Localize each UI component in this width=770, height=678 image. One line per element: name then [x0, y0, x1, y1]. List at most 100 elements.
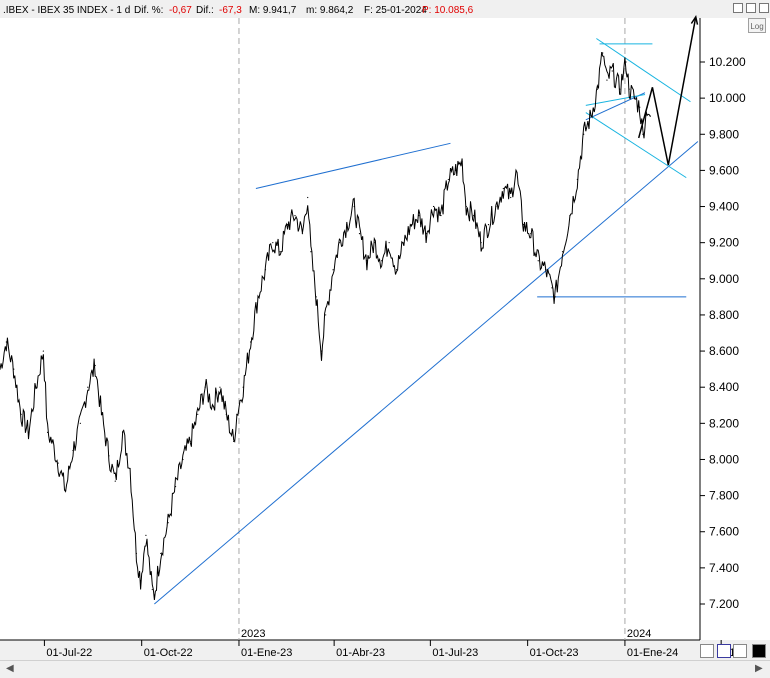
year-label: 2023 — [241, 628, 265, 640]
trendline-dark — [154, 141, 699, 605]
price-point — [388, 242, 390, 244]
maximize-button[interactable] — [746, 3, 756, 13]
scroll-right-icon[interactable]: ▶ — [755, 663, 763, 674]
price-point — [639, 106, 641, 108]
price-point — [649, 115, 651, 117]
scroll-bar-icon[interactable] — [733, 644, 747, 658]
price-point — [279, 251, 281, 253]
price-point — [87, 386, 89, 388]
price-point — [551, 287, 553, 289]
save-icon[interactable] — [717, 644, 731, 658]
price-point — [606, 79, 608, 81]
horizontal-scrollbar[interactable]: ◀ ▶ — [0, 660, 770, 678]
y-tick-label: 9.000 — [709, 272, 739, 286]
y-tick-label: 8.200 — [709, 416, 739, 430]
price-point — [583, 133, 585, 135]
price-point — [619, 88, 621, 90]
chart-settings-icon[interactable] — [700, 644, 714, 658]
x-tick-label: 01-Jul-22 — [46, 647, 92, 659]
price-point — [79, 422, 81, 424]
price-point — [537, 260, 539, 262]
price-point — [611, 70, 613, 72]
price-point — [358, 233, 361, 235]
log-scale-button[interactable]: Log — [748, 18, 766, 33]
price-point — [381, 260, 383, 262]
x-tick-label: 01-Jul-23 — [432, 647, 478, 659]
x-tick-label: 01-Ene-24 — [627, 647, 678, 659]
price-point — [628, 88, 630, 90]
price-point — [530, 233, 532, 235]
price-point — [502, 187, 504, 190]
price-point — [473, 214, 475, 217]
price-point — [57, 462, 59, 464]
price-point — [197, 413, 199, 415]
price-point — [366, 260, 368, 262]
price-point — [346, 224, 348, 226]
price-point — [35, 386, 37, 388]
price-point — [440, 214, 442, 217]
price-point — [204, 386, 206, 388]
y-axis-panel — [700, 18, 770, 640]
plot-area — [0, 18, 700, 640]
year-label: 2024 — [627, 628, 651, 640]
price-point — [129, 467, 131, 470]
price-point — [174, 485, 177, 488]
price-point — [310, 251, 312, 253]
price-point — [160, 552, 162, 555]
price-point — [13, 368, 15, 370]
y-tick-label: 10.200 — [709, 55, 746, 69]
color-block-icon[interactable] — [752, 644, 766, 658]
y-tick-label: 10.000 — [709, 91, 746, 105]
scroll-left-icon[interactable]: ◀ — [6, 663, 14, 674]
price-point — [461, 160, 463, 162]
price-point — [332, 269, 334, 271]
price-point — [72, 449, 74, 452]
price-point — [633, 97, 636, 99]
dif-pct-label: Dif. %: — [134, 5, 163, 16]
price-point — [264, 269, 267, 271]
price-point — [145, 534, 147, 536]
y-tick-label: 7.200 — [709, 597, 739, 611]
projection-arrowhead — [690, 14, 699, 25]
price-point — [569, 214, 571, 217]
price-point — [418, 214, 420, 217]
minimize-button[interactable] — [733, 3, 743, 13]
min-label: m: 9.864,2 — [306, 5, 354, 16]
price-point — [46, 431, 49, 433]
price-point — [576, 178, 578, 181]
price-point — [642, 133, 644, 135]
price-label: P: 10.085,6 — [422, 5, 474, 16]
price-point — [596, 88, 599, 90]
price-point — [122, 431, 124, 433]
price-point — [242, 386, 244, 388]
price-point — [294, 214, 296, 217]
price-point — [182, 458, 184, 461]
price-point — [432, 205, 435, 208]
price-point — [410, 224, 412, 226]
price-series-line — [0, 51, 651, 601]
price-point — [0, 368, 1, 370]
price-point — [114, 480, 116, 482]
price-point — [5, 341, 7, 343]
y-tick-label: 8.000 — [709, 452, 739, 466]
y-tick-label: 9.200 — [709, 236, 739, 250]
y-tick-label: 8.400 — [709, 380, 739, 394]
trendline-dark — [585, 92, 646, 121]
close-button[interactable] — [759, 3, 769, 13]
price-point — [250, 341, 252, 343]
y-tick-label: 9.600 — [709, 163, 739, 177]
price-point — [487, 224, 490, 226]
price-point — [272, 242, 274, 244]
price-point — [338, 242, 341, 244]
price-point — [395, 269, 398, 271]
price-point — [480, 242, 482, 244]
price-point — [219, 386, 221, 388]
dif-label: Dif.: — [196, 5, 214, 16]
price-point — [353, 205, 355, 208]
price-point — [151, 588, 153, 591]
price-point — [140, 579, 142, 582]
price-point — [167, 522, 169, 524]
y-tick-label: 7.800 — [709, 489, 739, 503]
price-point — [403, 242, 405, 244]
price-point — [233, 440, 235, 442]
